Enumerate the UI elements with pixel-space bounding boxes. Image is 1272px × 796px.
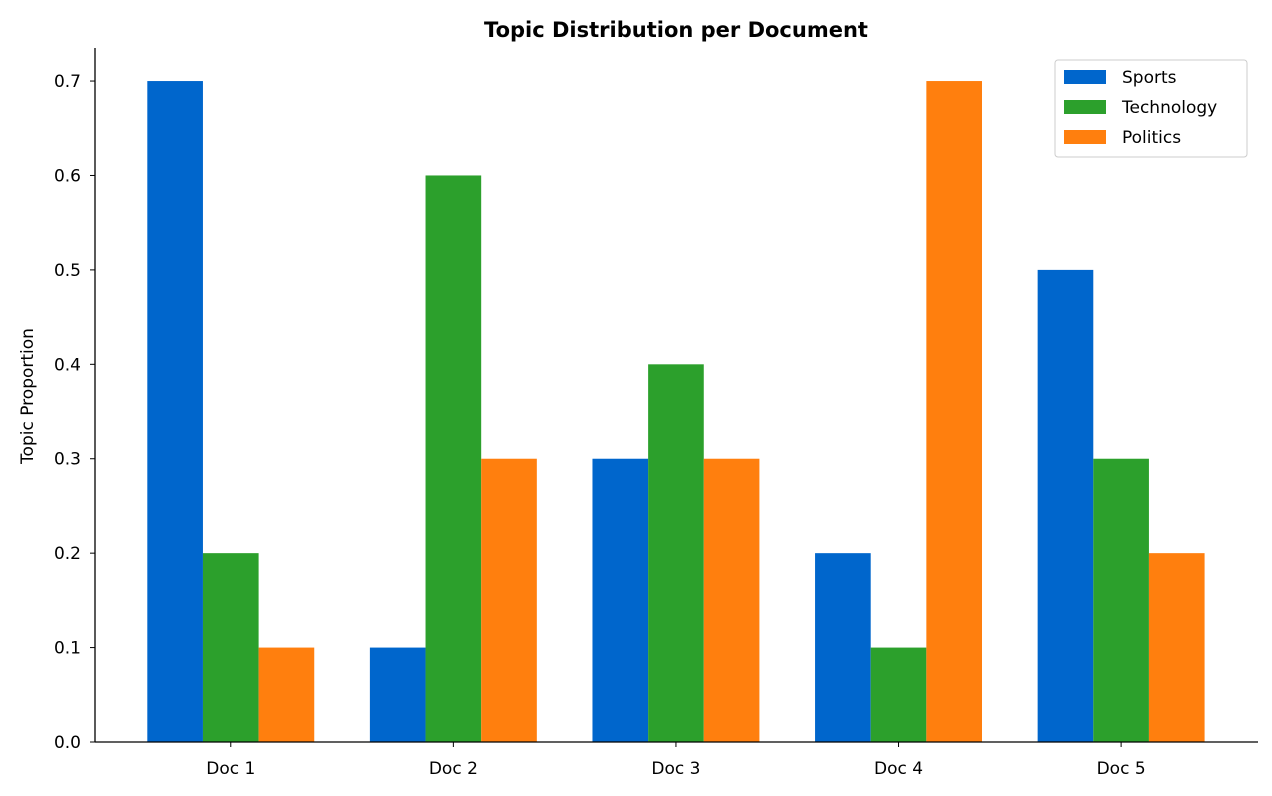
bar-technology-4 <box>870 647 927 742</box>
y-tick-label: 0.0 <box>54 733 81 753</box>
legend-swatch-politics <box>1064 130 1106 144</box>
y-tick-label: 0.5 <box>54 261 81 281</box>
bar-politics-4 <box>926 81 982 743</box>
bar-sports-2 <box>369 647 426 742</box>
bar-sports-5 <box>1037 269 1094 742</box>
y-tick-label: 0.1 <box>54 639 81 659</box>
x-tick-label: Doc 4 <box>874 759 923 779</box>
legend-swatch-technology <box>1064 100 1106 114</box>
legend-label-technology: Technology <box>1121 98 1217 118</box>
bar-technology-5 <box>1093 458 1149 742</box>
x-tick-label: Doc 1 <box>206 759 255 779</box>
y-tick-label: 0.7 <box>54 72 81 92</box>
x-tick-label: Doc 2 <box>429 759 478 779</box>
bar-technology-3 <box>648 364 704 742</box>
y-tick-label: 0.4 <box>54 355 81 375</box>
bar-politics-3 <box>703 458 760 742</box>
y-axis-label: Topic Proportion <box>18 328 38 465</box>
bar-politics-5 <box>1148 553 1205 742</box>
legend-swatch-sports <box>1064 70 1106 84</box>
bar-politics-2 <box>481 458 537 742</box>
bar-technology-1 <box>202 553 259 742</box>
x-tick-label: Doc 5 <box>1097 759 1146 779</box>
legend-label-politics: Politics <box>1122 128 1181 148</box>
legend: Sports Technology Politics <box>1054 59 1248 158</box>
legend-label-sports: Sports <box>1122 68 1177 88</box>
x-tick-label: Doc 3 <box>651 759 700 779</box>
y-tick-label: 0.2 <box>54 544 81 564</box>
y-tick-label: 0.3 <box>54 450 81 470</box>
bar-technology-2 <box>425 175 482 743</box>
y-tick-label: 0.6 <box>54 166 81 186</box>
bar-sports-1 <box>147 81 203 743</box>
chart-title: Topic Distribution per Document <box>484 18 868 42</box>
bar-politics-1 <box>258 647 315 742</box>
bar-sports-4 <box>815 553 871 742</box>
bar-sports-3 <box>592 458 649 742</box>
